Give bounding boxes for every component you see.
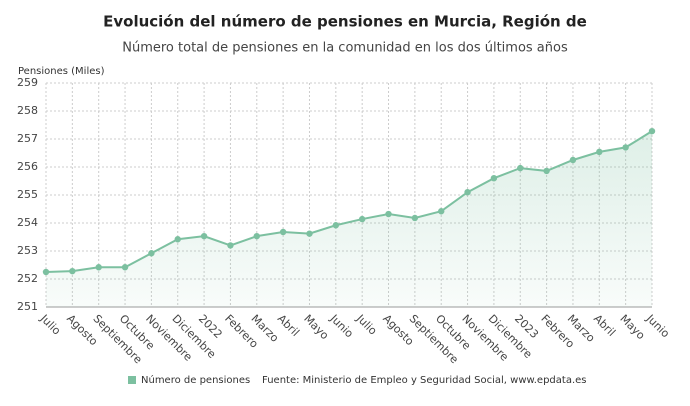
point	[279, 228, 287, 236]
point	[517, 164, 524, 172]
x-tick-label: Julio	[37, 311, 63, 337]
chart-title: Evolución del número de pensiones en Mur…	[103, 13, 587, 31]
source: Fuente: Ministerio de Empleo y Seguridad…	[262, 375, 587, 386]
legend-label: Número de pensiones	[141, 374, 250, 386]
y-axis-label: Pensiones (Miles)	[18, 66, 105, 77]
x-tick-label: Mayo	[301, 312, 331, 342]
point	[69, 267, 76, 275]
line	[45, 130, 653, 273]
point	[596, 148, 603, 156]
area	[46, 131, 652, 307]
point	[622, 144, 629, 151]
y-tick-label: 251	[17, 300, 38, 313]
point	[174, 236, 181, 243]
x-tick-label: Junio	[327, 311, 356, 340]
point	[95, 264, 102, 271]
y-tick-label: 256	[17, 160, 38, 173]
point	[438, 208, 445, 215]
point	[464, 189, 471, 196]
y-tick-label: 259	[17, 76, 38, 89]
y-tick-label: 258	[17, 104, 38, 117]
point	[42, 268, 50, 276]
point	[253, 232, 260, 240]
point	[332, 222, 340, 229]
point	[411, 214, 419, 222]
point	[306, 230, 313, 237]
y-tick-label: 253	[17, 244, 38, 257]
point	[490, 175, 498, 182]
x-tick-label: Mayo	[617, 312, 647, 342]
point	[200, 232, 208, 240]
point	[648, 127, 656, 135]
y-tick-label: 254	[17, 216, 38, 229]
point	[148, 250, 155, 257]
point	[385, 210, 392, 218]
y-tick-label: 255	[17, 188, 38, 201]
y-tick-label: 252	[17, 272, 38, 285]
x-tick-label: Julio	[353, 311, 379, 337]
x-tick-label: Junio	[643, 311, 672, 340]
point	[121, 264, 129, 271]
point	[543, 167, 550, 175]
chart-subtitle: Número total de pensiones en la comunida…	[122, 41, 568, 56]
point	[569, 156, 577, 164]
point	[358, 215, 366, 223]
legend-marker	[128, 376, 136, 384]
point	[227, 242, 234, 249]
y-tick-label: 257	[17, 132, 38, 145]
